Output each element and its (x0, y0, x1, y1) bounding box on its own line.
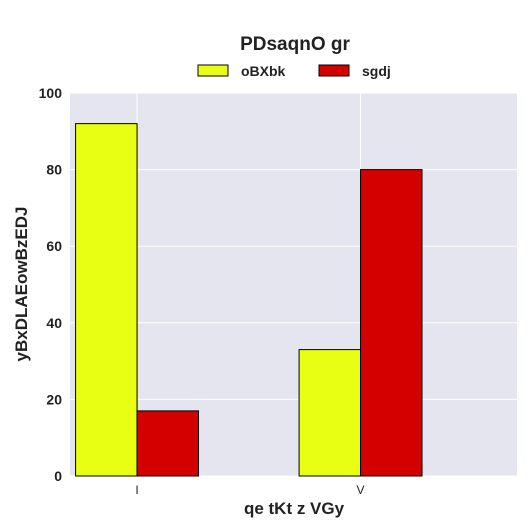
legend-swatch-oBXbk (197, 64, 229, 77)
y-tick-label: 40 (46, 315, 62, 331)
y-tick-label: 60 (46, 238, 62, 254)
y-tick-label: 100 (39, 85, 63, 101)
x-tick-label: I (135, 483, 138, 497)
x-axis-label: qe tKt z VGy (244, 499, 345, 518)
y-tick-label: 80 (46, 162, 62, 178)
bars (75, 123, 423, 477)
legend-swatch-sgdj (318, 64, 350, 77)
bar-oBXbk-V (298, 349, 362, 477)
legend: oBXbk sgdj (197, 63, 391, 79)
bar-oBXbk-I (75, 123, 138, 477)
y-axis-label: yBxDLAEowBzEDJ (12, 207, 31, 362)
y-axis-ticks: 0 20 40 60 80 100 (39, 85, 63, 484)
bar-sgdj-I (136, 410, 200, 477)
y-tick-label: 20 (46, 391, 62, 407)
legend-label-sgdj: sgdj (362, 63, 391, 79)
chart-title: PDsaqnO gr (240, 34, 350, 55)
x-tick-label: V (357, 483, 365, 497)
y-tick-label: 0 (54, 468, 62, 484)
bar-sgdj-V (360, 169, 423, 477)
legend-label-oBXbk: oBXbk (241, 63, 286, 79)
